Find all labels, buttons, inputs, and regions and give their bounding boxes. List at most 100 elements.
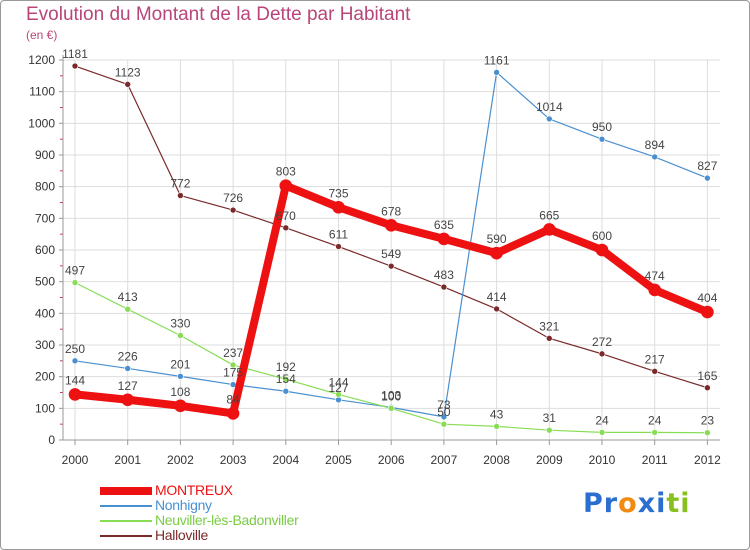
y-tick-label: 500 — [35, 275, 55, 289]
data-labels: 1181 1123 772 726 670 611 549 483 414 321 272 217 16… — [62, 47, 718, 428]
data-point-neuviller-l-s-badonviller — [229, 361, 237, 369]
data-point-nonhigny — [545, 115, 553, 123]
legend-swatch-nonhigny — [100, 505, 152, 507]
data-point-halloville — [440, 283, 448, 291]
data-label-nonhigny: 226 — [118, 349, 138, 363]
data-label-neuviller-l-s-badonviller: 31 — [543, 411, 557, 425]
data-label-halloville: 217 — [645, 352, 665, 366]
data-point-montreux — [226, 407, 240, 420]
data-label-neuviller-l-s-badonviller: 237 — [223, 346, 243, 360]
data-label-halloville: 1123 — [115, 65, 141, 79]
data-label-neuviller-l-s-badonviller: 330 — [170, 317, 190, 331]
data-label-halloville: 1181 — [62, 47, 88, 61]
x-tick-label: 2006 — [378, 453, 405, 467]
data-point-montreux — [332, 200, 345, 214]
data-point-nonhigny — [282, 387, 290, 395]
data-point-neuviller-l-s-badonviller — [124, 305, 131, 313]
data-label-nonhigny: 154 — [276, 372, 296, 386]
series-layer — [68, 62, 714, 437]
y-tick-label: 100 — [35, 401, 55, 415]
data-point-montreux — [648, 283, 662, 297]
data-point-halloville — [545, 335, 553, 342]
data-label-montreux: 600 — [592, 229, 612, 243]
data-point-halloville — [651, 367, 659, 375]
proxiti-logo: Proxiti — [583, 488, 691, 519]
data-label-nonhigny: 103 — [381, 388, 401, 402]
data-point-halloville — [335, 243, 342, 250]
logo-letter: i — [656, 488, 667, 519]
data-point-halloville — [229, 206, 237, 214]
data-label-montreux: 144 — [65, 373, 85, 387]
x-tick-label: 2000 — [62, 453, 89, 467]
data-point-neuviller-l-s-badonviller — [71, 279, 79, 286]
data-point-neuviller-l-s-badonviller — [651, 429, 659, 436]
y-tick-label: 0 — [48, 433, 55, 447]
x-tick-label: 2012 — [694, 453, 721, 467]
x-tick-label: 2009 — [536, 453, 563, 467]
data-label-nonhigny: 1014 — [536, 100, 563, 114]
data-point-montreux — [68, 388, 82, 401]
data-label-nonhigny: 827 — [697, 159, 717, 173]
y-tick-label: 900 — [35, 148, 55, 162]
data-label-halloville: 272 — [592, 335, 612, 349]
data-point-nonhigny — [598, 135, 606, 143]
y-tick-label: 300 — [35, 338, 55, 352]
data-point-nonhigny — [177, 373, 184, 380]
data-label-halloville: 483 — [434, 268, 454, 282]
data-point-nonhigny — [651, 153, 659, 161]
data-point-montreux — [121, 393, 134, 407]
data-label-nonhigny: 127 — [328, 381, 348, 395]
data-label-nonhigny: 201 — [170, 357, 190, 371]
data-label-montreux: 635 — [434, 218, 454, 232]
data-point-neuviller-l-s-badonviller — [704, 429, 711, 437]
data-label-neuviller-l-s-badonviller: 43 — [490, 407, 504, 421]
y-tick-label: 200 — [35, 370, 55, 384]
x-tick-label: 2001 — [114, 453, 141, 467]
data-point-nonhigny — [440, 413, 448, 421]
data-label-halloville: 670 — [276, 209, 296, 223]
data-label-halloville: 611 — [329, 228, 348, 242]
y-tick-label: 700 — [35, 211, 55, 225]
legend-swatch-halloville — [100, 535, 152, 537]
data-label-neuviller-l-s-badonviller: 50 — [437, 405, 451, 419]
axes: 0 100 200 300 400 500 600 700 800 900 1000 1100 1200… — [28, 53, 721, 467]
data-point-halloville — [493, 305, 500, 313]
data-label-neuviller-l-s-badonviller: 24 — [595, 413, 609, 427]
data-label-halloville: 165 — [697, 369, 717, 383]
data-point-neuviller-l-s-badonviller — [440, 420, 448, 428]
x-tick-label: 2003 — [220, 453, 247, 467]
data-label-nonhigny: 894 — [645, 138, 665, 152]
data-point-halloville — [124, 81, 131, 88]
x-tick-label: 2008 — [483, 453, 510, 467]
y-tick-label: 1100 — [29, 85, 55, 99]
data-point-neuviller-l-s-badonviller — [598, 429, 606, 436]
legend-label-halloville: Halloville — [155, 527, 209, 543]
legend-swatch-neuviller — [100, 520, 152, 522]
logo-letter: o — [618, 488, 638, 519]
data-point-halloville — [598, 350, 606, 358]
data-point-nonhigny — [704, 174, 711, 182]
data-label-halloville: 321 — [539, 319, 559, 333]
data-point-neuviller-l-s-badonviller — [282, 375, 290, 383]
data-label-montreux: 678 — [381, 204, 401, 218]
data-point-halloville — [282, 224, 290, 232]
x-tick-label: 2011 — [642, 453, 668, 467]
data-label-montreux: 108 — [170, 385, 190, 399]
logo-letter: t — [666, 488, 681, 519]
y-tick-label: 1200 — [28, 53, 55, 67]
data-point-nonhigny — [71, 357, 79, 365]
x-tick-label: 2005 — [325, 453, 352, 467]
data-point-montreux — [437, 232, 451, 246]
x-tick-label: 2007 — [431, 453, 458, 467]
chart-title: Evolution du Montant de la Dette par Hab… — [26, 4, 411, 25]
data-point-neuviller-l-s-badonviller — [493, 423, 500, 430]
data-label-neuviller-l-s-badonviller: 497 — [65, 264, 85, 278]
logo-letter: i — [680, 488, 691, 519]
data-label-montreux: 590 — [487, 232, 507, 246]
x-tick-label: 2002 — [167, 453, 194, 467]
logo-letter: x — [637, 488, 657, 519]
data-label-halloville: 772 — [170, 177, 190, 191]
data-label-montreux: 474 — [645, 269, 665, 283]
data-point-montreux — [174, 399, 187, 413]
